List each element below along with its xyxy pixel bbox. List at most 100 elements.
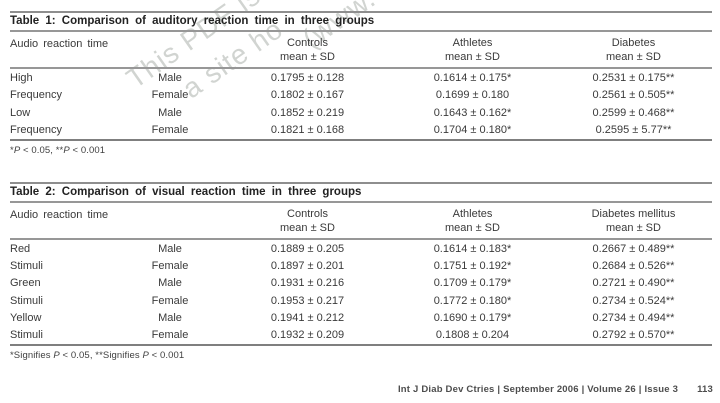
table-row: Stimuli Female 0.1932 ± 0.209 0.1808 ± 0… xyxy=(10,327,712,344)
diabetes-mellitus-header-sub: mean ± SD xyxy=(606,221,661,234)
sex-cell: Female xyxy=(151,329,189,342)
diabetes-value-cell: 0.2734 ± 0.494** xyxy=(592,311,675,324)
diabetes-value-cell: 0.2684 ± 0.526** xyxy=(592,259,675,272)
table-row: Frequency Female 0.1802 ± 0.167 0.1699 ±… xyxy=(10,87,712,105)
table1-title: Table 1: Comparison of auditory reaction… xyxy=(10,11,712,32)
table-row: Red Male 0.1889 ± 0.205 0.1614 ± 0.183* … xyxy=(10,240,712,257)
diabetes-value-cell: 0.2734 ± 0.524** xyxy=(592,294,675,307)
stimulus-cell: Yellow xyxy=(10,311,42,324)
table2-col1-header: Audio reaction time xyxy=(10,209,109,221)
footnote-p: P xyxy=(13,145,21,156)
diabetes-value-cell: 0.2531 ± 0.175** xyxy=(592,71,675,84)
diabetes-header-sub: mean ± SD xyxy=(606,50,661,63)
table1-auditory-reaction-time: Table 1: Comparison of auditory reaction… xyxy=(10,11,712,156)
controls-value-cell: 0.1931 ± 0.216 xyxy=(270,277,345,290)
table-row: Stimuli Female 0.1897 ± 0.201 0.1751 ± 0… xyxy=(10,257,712,274)
diabetes-value-cell: 0.2599 ± 0.468** xyxy=(592,106,675,119)
stimulus-cell: High xyxy=(10,71,33,84)
diabetes-value-cell: 0.2561 ± 0.505** xyxy=(592,89,675,102)
footnote-text: < 0.05, ** xyxy=(20,145,64,156)
table-row: Yellow Male 0.1941 ± 0.212 0.1690 ± 0.17… xyxy=(10,309,712,326)
athletes-value-cell: 0.1614 ± 0.183* xyxy=(433,242,512,255)
controls-value-cell: 0.1821 ± 0.168 xyxy=(270,124,345,137)
table-row: Green Male 0.1931 ± 0.216 0.1709 ± 0.179… xyxy=(10,275,712,292)
stimulus-cell: Stimuli xyxy=(10,329,44,342)
table-row: Low Male 0.1852 ± 0.219 0.1643 ± 0.162* … xyxy=(10,104,712,122)
table2-diabetes-mellitus-header: Diabetes mellitus mean ± SD xyxy=(555,203,712,238)
footnote-p: P xyxy=(142,349,149,361)
stimulus-cell: Low xyxy=(10,106,31,119)
controls-value-cell: 0.1897 ± 0.201 xyxy=(270,259,345,272)
footnote-text: * xyxy=(10,145,14,156)
footnote-text: < 0.05, **Signifies xyxy=(59,349,143,361)
athletes-value-cell: 0.1699 ± 0.180 xyxy=(435,89,510,102)
athletes-value-cell: 0.1614 ± 0.175* xyxy=(433,71,512,84)
journal-citation: Int J Diab Dev Ctries | September 2006 |… xyxy=(397,384,679,395)
controls-header-sub: mean ± SD xyxy=(280,221,335,234)
table1-athletes-header: Athletes mean ± SD xyxy=(390,32,555,67)
table2-controls-header: Controls mean ± SD xyxy=(225,203,390,238)
diabetes-value-cell: 0.2595 ± 5.77** xyxy=(595,124,672,137)
footnote-text: < 0.001 xyxy=(148,349,185,361)
sex-cell: Male xyxy=(158,106,182,119)
sex-cell: Male xyxy=(158,277,182,290)
diabetes-value-cell: 0.2667 ± 0.489** xyxy=(592,242,675,255)
table1-header-row: Audio reaction time Controls mean ± SD A… xyxy=(10,32,712,69)
diabetes-mellitus-header-label: Diabetes mellitus xyxy=(591,207,676,220)
controls-header-label: Controls xyxy=(287,207,328,220)
table1-diabetes-header: Diabetes mean ± SD xyxy=(555,32,712,67)
table-row: Frequency Female 0.1821 ± 0.168 0.1704 ±… xyxy=(10,122,712,140)
athletes-value-cell: 0.1808 ± 0.204 xyxy=(435,329,510,342)
athletes-value-cell: 0.1704 ± 0.180* xyxy=(433,124,512,137)
table1-controls-header: Controls mean ± SD xyxy=(225,32,390,67)
athletes-value-cell: 0.1772 ± 0.180* xyxy=(433,294,512,307)
controls-value-cell: 0.1941 ± 0.212 xyxy=(270,311,345,324)
sex-cell: Female xyxy=(151,294,189,307)
sex-cell: Male xyxy=(158,242,182,255)
table-row: Stimuli Female 0.1953 ± 0.217 0.1772 ± 0… xyxy=(10,292,712,309)
table1-col1-header: Audio reaction time xyxy=(10,38,109,50)
table1-body: High Male 0.1795 ± 0.128 0.1614 ± 0.175*… xyxy=(10,69,712,141)
controls-value-cell: 0.1795 ± 0.128 xyxy=(270,71,345,84)
athletes-value-cell: 0.1751 ± 0.192* xyxy=(433,259,512,272)
page-number: 113 xyxy=(697,384,713,395)
athletes-value-cell: 0.1690 ± 0.179* xyxy=(433,311,512,324)
table2-footnote: *Signifies P < 0.05, **Signifies P < 0.0… xyxy=(10,350,712,361)
table2-body: Red Male 0.1889 ± 0.205 0.1614 ± 0.183* … xyxy=(10,240,712,346)
sex-cell: Female xyxy=(151,89,189,102)
controls-value-cell: 0.1953 ± 0.217 xyxy=(270,294,345,307)
athletes-header-sub: mean ± SD xyxy=(445,221,500,234)
sex-cell: Male xyxy=(158,71,182,84)
table2-col2-header xyxy=(115,203,225,238)
stimulus-cell: Frequency xyxy=(10,124,62,137)
table2-visual-reaction-time: Table 2: Comparison of visual reaction t… xyxy=(10,182,712,361)
diabetes-value-cell: 0.2721 ± 0.490** xyxy=(592,277,675,290)
athletes-header-sub: mean ± SD xyxy=(445,50,500,63)
stimulus-cell: Stimuli xyxy=(10,294,44,307)
athletes-header-label: Athletes xyxy=(452,36,493,49)
stimulus-cell: Frequency xyxy=(10,89,62,102)
table2-header-row: Audio reaction time Controls mean ± SD A… xyxy=(10,203,712,240)
footnote-text: *Signifies xyxy=(10,349,54,361)
athletes-value-cell: 0.1643 ± 0.162* xyxy=(433,106,512,119)
controls-value-cell: 0.1852 ± 0.219 xyxy=(270,106,345,119)
sex-cell: Female xyxy=(151,259,189,272)
controls-header-sub: mean ± SD xyxy=(280,50,335,63)
footnote-text: < 0.001 xyxy=(69,145,106,156)
sex-cell: Male xyxy=(158,311,182,324)
stimulus-cell: Green xyxy=(10,277,41,290)
sex-cell: Female xyxy=(151,124,189,137)
stimulus-cell: Red xyxy=(10,242,31,255)
diabetes-header-label: Diabetes xyxy=(611,36,656,49)
stimulus-cell: Stimuli xyxy=(10,259,44,272)
table1-footnote: *P < 0.05, **P < 0.001 xyxy=(10,145,712,156)
controls-value-cell: 0.1802 ± 0.167 xyxy=(270,89,345,102)
table1-col2-header xyxy=(115,32,225,67)
diabetes-value-cell: 0.2792 ± 0.570** xyxy=(592,329,675,342)
controls-header-label: Controls xyxy=(287,36,328,49)
controls-value-cell: 0.1932 ± 0.209 xyxy=(270,329,345,342)
footnote-p: P xyxy=(63,145,70,156)
athletes-header-label: Athletes xyxy=(452,207,493,220)
controls-value-cell: 0.1889 ± 0.205 xyxy=(270,242,345,255)
